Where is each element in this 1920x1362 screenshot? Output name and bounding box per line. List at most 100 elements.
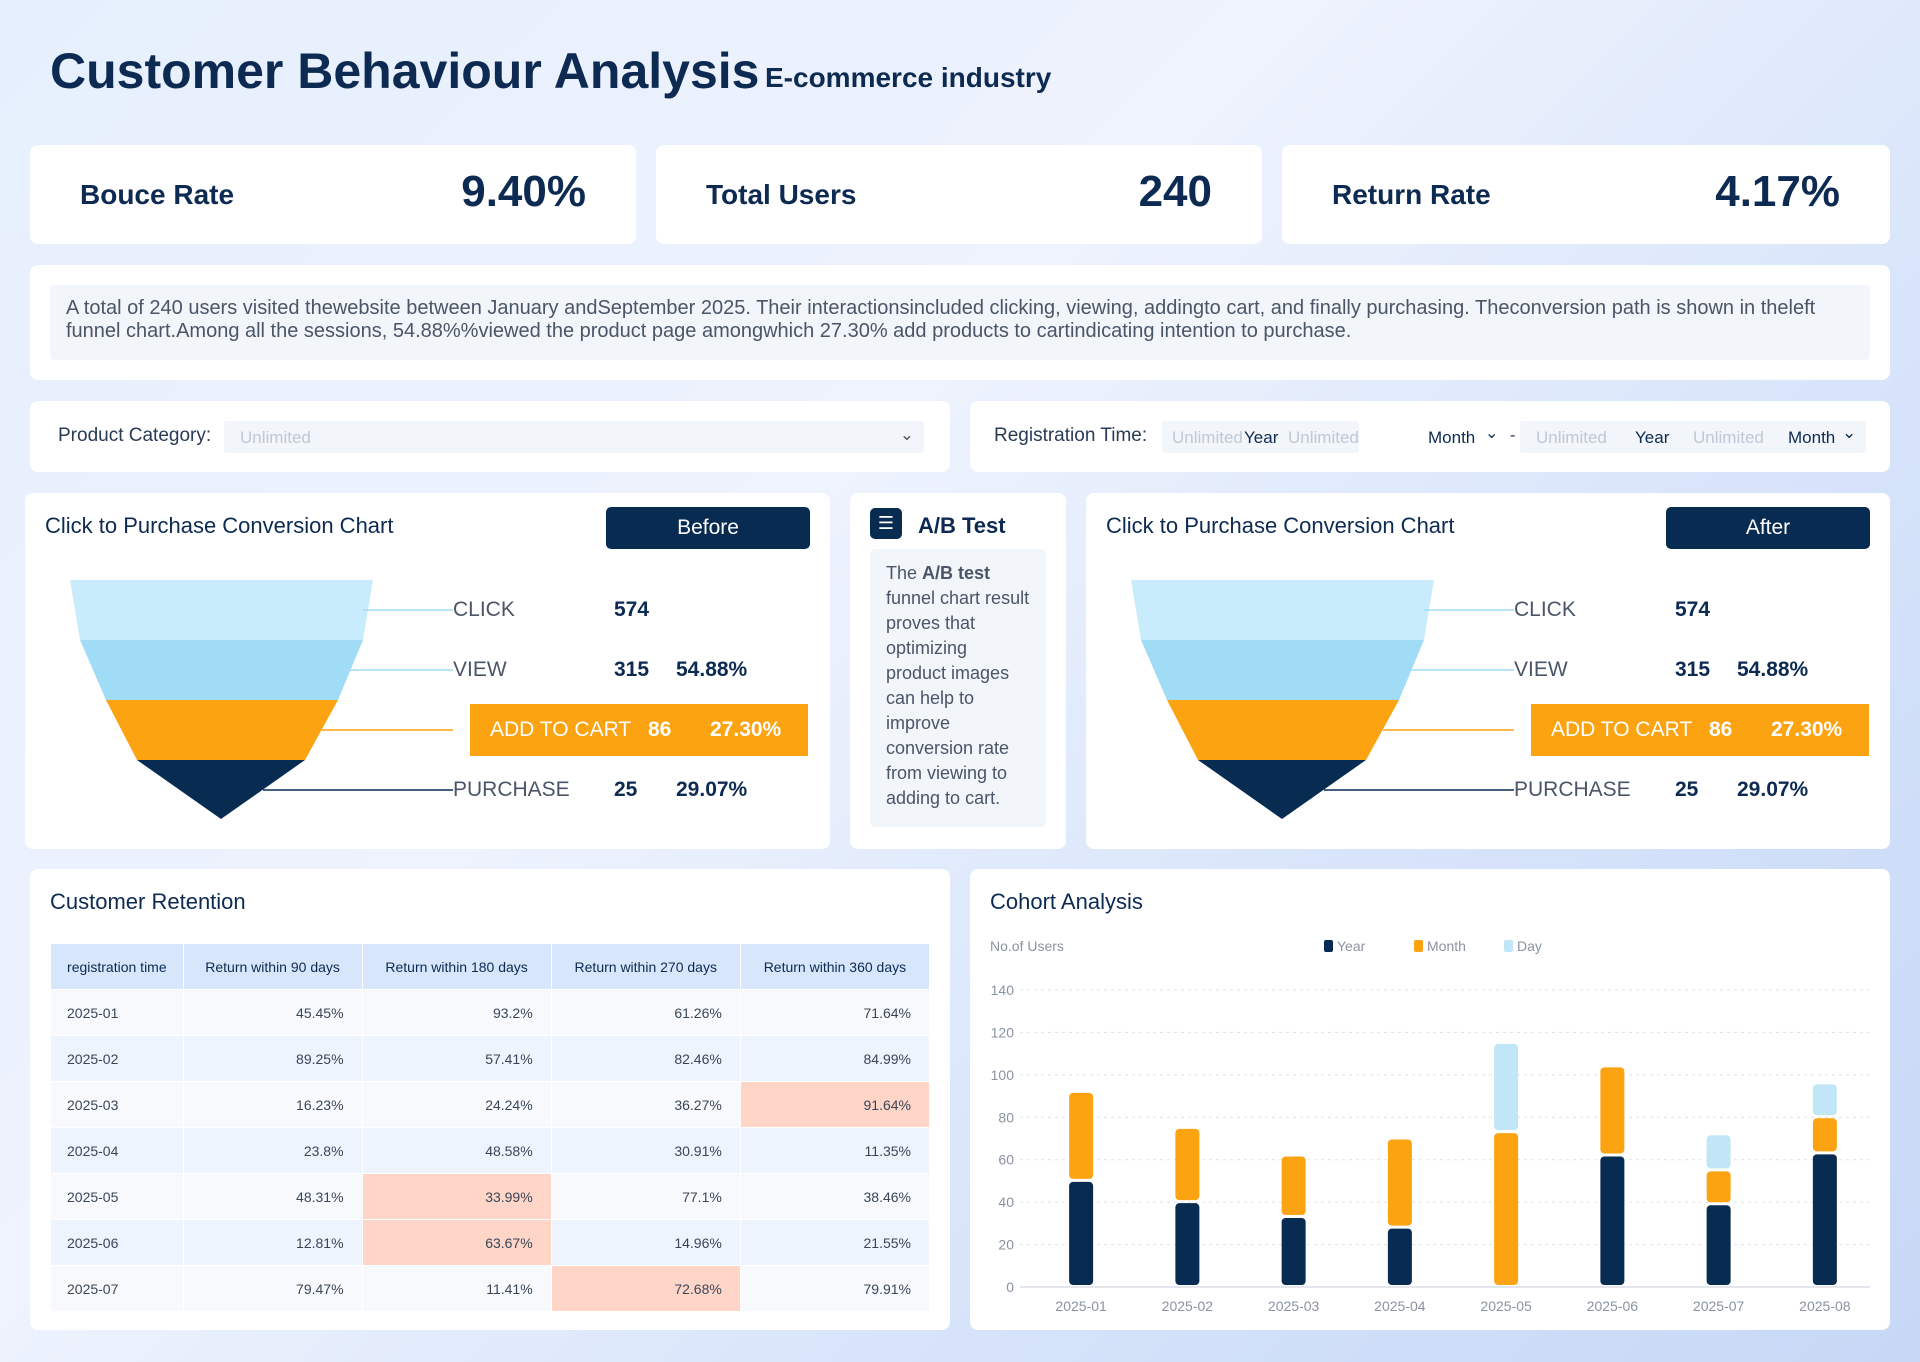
y-tick-label: 40 bbox=[998, 1194, 1014, 1210]
table-cell: 11.41% bbox=[361, 1265, 552, 1312]
table-cell: 33.99% bbox=[361, 1173, 552, 1220]
table-cell: 2025-05 bbox=[50, 1173, 184, 1220]
registration-label: Registration Time: bbox=[994, 425, 1148, 446]
x-tick-label: 2025-03 bbox=[1268, 1298, 1320, 1314]
table-cell: 36.27% bbox=[550, 1081, 741, 1128]
funnel-title: Click to Purchase Conversion Chart bbox=[1106, 513, 1455, 538]
table-cell: 91.64% bbox=[739, 1081, 931, 1128]
legend-label: Day bbox=[1517, 938, 1542, 954]
legend-swatch bbox=[1414, 940, 1423, 952]
table-cell: 72.68% bbox=[550, 1265, 741, 1312]
retention-table: registration time Return within 90 days Re… bbox=[50, 943, 931, 1312]
y-tick-label: 20 bbox=[998, 1237, 1014, 1253]
bar-day bbox=[1812, 1084, 1837, 1116]
funnel-row: CLICK 574 bbox=[453, 584, 808, 636]
kpi-return-rate: Return Rate 4.17% bbox=[1282, 145, 1890, 244]
start-date-select[interactable]: Unlimited Year Unlimited bbox=[1162, 421, 1359, 453]
table-cell: 57.41% bbox=[361, 1035, 552, 1082]
legend-label: Month bbox=[1427, 938, 1466, 954]
column-header: Return within 90 days bbox=[182, 943, 363, 990]
x-tick-label: 2025-05 bbox=[1480, 1298, 1532, 1314]
table-row: 2025-04 23.8% 48.58% 30.91% 11.35% bbox=[50, 1127, 931, 1174]
retention-title: Customer Retention bbox=[50, 889, 246, 914]
table-cell: 38.46% bbox=[739, 1173, 931, 1220]
legend-swatch bbox=[1504, 940, 1513, 952]
stage-count: 315 bbox=[1675, 658, 1711, 681]
funnel-row: PURCHASE 25 29.07% bbox=[453, 764, 808, 816]
table-cell: 48.58% bbox=[361, 1127, 552, 1174]
after-button[interactable]: After bbox=[1666, 507, 1870, 549]
stage-name: ADD TO CART bbox=[490, 718, 632, 741]
category-filter-card: Product Category: Unlimited ⌄ bbox=[30, 401, 950, 472]
table-cell: 77.1% bbox=[550, 1173, 741, 1220]
bar-year bbox=[1281, 1217, 1306, 1285]
stage-count: 315 bbox=[614, 658, 650, 681]
y-tick-label: 120 bbox=[991, 1024, 1015, 1040]
x-tick-label: 2025-06 bbox=[1587, 1298, 1639, 1314]
table-cell: 82.46% bbox=[550, 1035, 741, 1082]
stage-name: VIEW bbox=[1514, 658, 1568, 681]
chevron-down-icon: ⌄ bbox=[1842, 423, 1857, 442]
kpi-label: Return Rate bbox=[1332, 179, 1491, 210]
table-row: 2025-07 79.47% 11.41% 72.68% 79.91% bbox=[50, 1265, 931, 1312]
funnel-chart bbox=[1131, 580, 1514, 819]
funnel-card-before: Click to Purchase Conversion Chart Befor… bbox=[25, 493, 830, 849]
y-tick-label: 60 bbox=[998, 1152, 1014, 1168]
before-button[interactable]: Before bbox=[606, 507, 810, 549]
month-unit: Month bbox=[1428, 428, 1476, 447]
bar-month bbox=[1494, 1133, 1519, 1285]
table-cell: 16.23% bbox=[182, 1081, 363, 1128]
stage-name: CLICK bbox=[453, 598, 515, 621]
table-cell: 61.26% bbox=[550, 989, 741, 1036]
stage-name: PURCHASE bbox=[1514, 778, 1631, 801]
stage-rate: 27.30% bbox=[1771, 718, 1843, 741]
table-cell: 63.67% bbox=[361, 1219, 552, 1266]
table-cell: 79.47% bbox=[182, 1265, 363, 1312]
stage-count: 25 bbox=[614, 778, 638, 801]
end-date-select[interactable]: Unlimited Year Unlimited Month ⌄ bbox=[1520, 421, 1866, 453]
x-tick-label: 2025-04 bbox=[1374, 1298, 1426, 1314]
funnel-stage-1 bbox=[1141, 640, 1424, 700]
kpi-value: 9.40% bbox=[461, 167, 586, 216]
month-placeholder: Unlimited bbox=[1693, 428, 1764, 447]
ab-test-card: ☰ A/B Test The A/B test funnel chart res… bbox=[850, 493, 1066, 849]
funnel-row: PURCHASE 25 29.07% bbox=[1514, 764, 1869, 816]
funnel-title: Click to Purchase Conversion Chart bbox=[45, 513, 394, 538]
ab-test-title: A/B Test bbox=[918, 513, 1006, 538]
stage-count: 574 bbox=[614, 598, 650, 621]
y-axis-label: No.of Users bbox=[990, 938, 1064, 954]
ab-test-text: The A/B test funnel chart result proves … bbox=[870, 549, 1046, 827]
column-header: Return within 270 days bbox=[550, 943, 741, 990]
text: The bbox=[886, 563, 923, 583]
stage-name: VIEW bbox=[453, 658, 507, 681]
funnel-stage-3 bbox=[137, 760, 305, 819]
table-row: 2025-01 45.45% 93.2% 61.26% 71.64% bbox=[50, 989, 931, 1036]
table-cell: 23.8% bbox=[182, 1127, 363, 1174]
bar-year bbox=[1069, 1181, 1094, 1285]
month-placeholder: Unlimited bbox=[1288, 428, 1359, 447]
legend-swatch bbox=[1324, 940, 1333, 952]
stage-name: ADD TO CART bbox=[1551, 718, 1693, 741]
category-select[interactable]: Unlimited ⌄ bbox=[224, 421, 924, 453]
page-title: Customer Behaviour Analysis bbox=[50, 43, 760, 99]
funnel-stage-3 bbox=[1198, 760, 1366, 819]
table-cell: 2025-03 bbox=[50, 1081, 184, 1128]
funnel-stage-0 bbox=[70, 580, 373, 640]
year-placeholder: Unlimited bbox=[1172, 428, 1243, 447]
category-placeholder: Unlimited bbox=[240, 428, 311, 447]
bar-year bbox=[1175, 1203, 1200, 1285]
column-header: registration time bbox=[50, 943, 184, 990]
chevron-down-icon[interactable]: ⌄ bbox=[1485, 425, 1499, 442]
bar-month bbox=[1175, 1128, 1200, 1201]
text-bold: A/B test bbox=[922, 563, 991, 583]
stage-rate: 29.07% bbox=[1737, 778, 1809, 801]
table-cell: 79.91% bbox=[739, 1265, 931, 1312]
bar-year bbox=[1600, 1156, 1625, 1285]
funnel-row: ADD TO CART 86 27.30% bbox=[1531, 704, 1869, 756]
bar-year bbox=[1387, 1228, 1412, 1285]
table-row: 2025-06 12.81% 63.67% 14.96% 21.55% bbox=[50, 1219, 931, 1266]
stage-name: PURCHASE bbox=[453, 778, 570, 801]
range-separator: - bbox=[1510, 427, 1516, 444]
table-cell: 11.35% bbox=[739, 1127, 931, 1174]
funnel-stage-2 bbox=[1167, 700, 1399, 760]
